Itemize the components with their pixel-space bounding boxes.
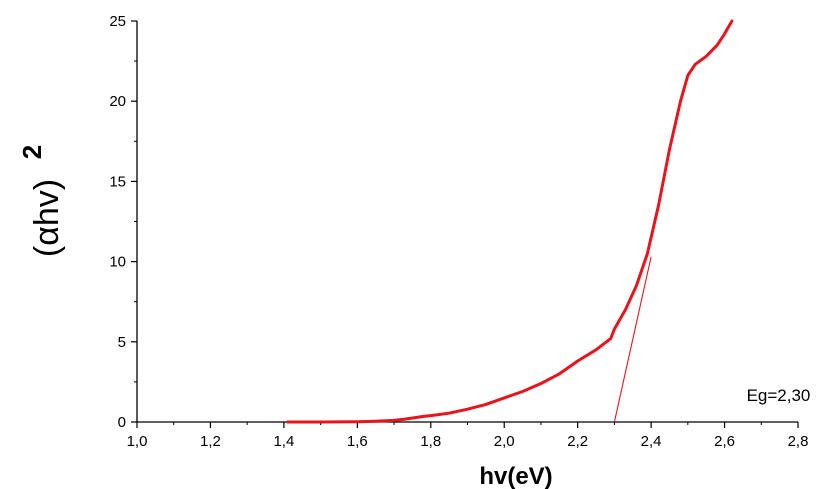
x-tick-label: 1,2 (200, 433, 221, 450)
y-tick-label: 5 (118, 334, 126, 351)
axes (136, 21, 798, 423)
y-tick-label: 25 (109, 13, 126, 30)
x-tick-label: 1,6 (347, 433, 368, 450)
y-tick-label: 15 (109, 173, 126, 190)
y-tick-label: 20 (109, 93, 126, 110)
x-tick-label: 1,8 (420, 433, 441, 450)
x-tick-label: 1,4 (273, 433, 294, 450)
tangent-line (613, 256, 652, 423)
x-tick-label: 2,4 (641, 433, 662, 450)
x-tick-label: 2,0 (494, 433, 515, 450)
series-group (286, 19, 734, 424)
x-axis-title: hv(eV) (479, 463, 552, 489)
y-tick-label: 0 (118, 414, 126, 431)
y-axis-title-superscript: 2 (17, 145, 47, 159)
x-ticks: 1,0 1,2 1,4 1,6 1,8 2,0 2,2 2,4 2,6 2,8 (127, 422, 809, 450)
x-tick-label: 2,2 (567, 433, 588, 450)
x-tick-label: 2,8 (788, 433, 809, 450)
y-axis-title: (αhv) (28, 179, 66, 257)
x-tick-label: 1,0 (127, 433, 148, 450)
band-gap-annotation: Eg=2,30 eV (747, 386, 816, 405)
y-ticks: 0 5 10 15 20 25 (109, 13, 137, 431)
absorption-curve (286, 19, 734, 424)
y-tick-label: 10 (109, 254, 126, 271)
x-tick-label: 2,6 (714, 433, 735, 450)
